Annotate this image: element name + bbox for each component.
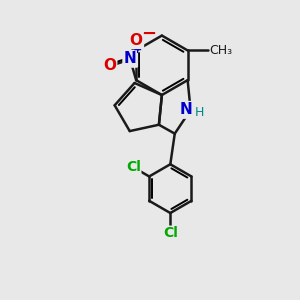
Text: +: + — [133, 45, 142, 56]
Text: O: O — [130, 32, 142, 47]
Text: N: N — [180, 102, 193, 117]
Text: Cl: Cl — [126, 160, 141, 174]
Text: CH₃: CH₃ — [209, 44, 232, 57]
Text: H: H — [195, 106, 204, 119]
Text: −: − — [141, 25, 157, 43]
Text: O: O — [103, 58, 116, 73]
Text: N: N — [124, 51, 136, 66]
Text: Cl: Cl — [163, 226, 178, 240]
